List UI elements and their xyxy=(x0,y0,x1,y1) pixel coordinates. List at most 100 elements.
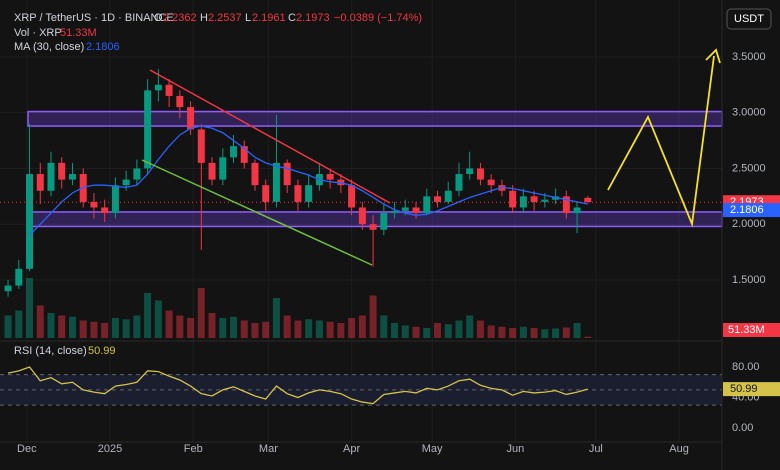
candle-body xyxy=(58,162,66,180)
volume-bar xyxy=(358,315,366,338)
candle-body xyxy=(4,285,12,292)
candle-body xyxy=(133,168,141,180)
volume-bar xyxy=(326,321,334,338)
rsi-line xyxy=(7,366,588,405)
volume-bar xyxy=(530,328,538,338)
ma-tag xyxy=(723,203,780,218)
volume-bar xyxy=(68,316,76,338)
volume-bar xyxy=(380,315,388,338)
candle-body xyxy=(562,196,570,214)
candle-body xyxy=(358,207,366,225)
volume-bar xyxy=(187,318,195,338)
volume-bar xyxy=(154,300,162,338)
candle-body xyxy=(240,146,248,163)
volume-bar xyxy=(455,320,463,338)
volume-bar xyxy=(122,319,130,338)
candle-body xyxy=(176,95,184,108)
volume-bar xyxy=(476,320,484,338)
volume-bar xyxy=(47,313,55,338)
candle-body xyxy=(272,162,280,202)
candle-body xyxy=(230,146,238,158)
volume-bar xyxy=(573,323,581,338)
volume-bar xyxy=(208,313,216,338)
volume-bar xyxy=(315,320,323,338)
projection-arrow xyxy=(607,55,715,228)
zone xyxy=(27,110,723,127)
candle-body xyxy=(122,179,130,186)
candle-body xyxy=(466,168,474,175)
y-tick-label: 2.0000 xyxy=(732,218,766,230)
candle-body xyxy=(26,174,34,269)
volume-bar xyxy=(90,321,98,338)
volume-value: 51.33M xyxy=(60,27,97,39)
candle-body xyxy=(476,168,484,180)
ma-value: 2.1806 xyxy=(86,41,120,53)
ohlc-h: H xyxy=(200,12,208,24)
candle-body xyxy=(68,174,76,180)
currency-button[interactable] xyxy=(726,8,772,30)
candle-body xyxy=(154,84,162,91)
y-tick-label: 2.5000 xyxy=(732,162,766,174)
candle-body xyxy=(219,157,227,180)
x-tick-label: Apr xyxy=(343,443,360,455)
candle-body xyxy=(519,196,527,208)
volume-bar xyxy=(144,293,152,338)
x-tick-label: Feb xyxy=(184,443,203,455)
volume-bar xyxy=(487,325,495,338)
volume-bar xyxy=(4,315,12,338)
candle-body xyxy=(283,162,291,186)
symbol-title: XRP / TetherUS · 1D · BINANCE xyxy=(14,12,174,24)
change: −0.0389 (−1.74%) xyxy=(334,12,422,24)
candle-body xyxy=(369,224,377,230)
volume-bar xyxy=(26,278,34,338)
volume-bar xyxy=(219,318,227,338)
volume-bar xyxy=(240,320,248,338)
volume-bar xyxy=(165,310,173,338)
volume-bar xyxy=(230,316,238,338)
volume-bar xyxy=(541,329,549,338)
candle-body xyxy=(509,190,517,208)
x-tick-label: Jun xyxy=(506,443,524,455)
candle-body xyxy=(294,185,302,202)
candle-body xyxy=(433,196,441,202)
volume-tag-label: 51.33M xyxy=(728,324,765,336)
volume-bar xyxy=(294,320,302,338)
rsi-tick-label: 80.00 xyxy=(732,361,760,373)
volume-bar xyxy=(562,327,570,338)
volume-bar xyxy=(423,328,431,338)
volume-bar xyxy=(305,319,313,338)
ma-title: MA (30, close) xyxy=(14,41,84,53)
y-tick-label: 3.5000 xyxy=(732,51,766,63)
candle-body xyxy=(584,197,592,203)
volume-title: Vol · XRP xyxy=(14,27,62,39)
candle-body xyxy=(15,268,23,286)
x-tick-label: 2025 xyxy=(98,443,122,455)
candle-body xyxy=(380,213,388,230)
x-tick-label: Aug xyxy=(669,443,689,455)
open-value: 2.2362 xyxy=(163,12,197,24)
volume-tag xyxy=(723,323,780,337)
rsi-value: 50.99 xyxy=(88,345,116,357)
candle-body xyxy=(36,174,44,191)
x-tick-label: Jul xyxy=(589,443,603,455)
x-tick-label: Mar xyxy=(259,443,278,455)
volume-bar xyxy=(79,320,87,338)
candle-body xyxy=(423,196,431,214)
volume-bar xyxy=(251,323,259,338)
volume-bar xyxy=(584,336,592,338)
volume-bar xyxy=(552,328,560,338)
volume-bar xyxy=(391,323,399,338)
volume-bar xyxy=(262,321,270,338)
rsi-tick-label: 0.00 xyxy=(732,422,753,434)
volume-bar xyxy=(348,318,356,338)
candle-body xyxy=(208,162,216,180)
candle-body xyxy=(487,179,495,186)
volume-bar xyxy=(444,324,452,338)
y-tick-label: 3.0000 xyxy=(732,107,766,119)
volume-bar xyxy=(401,325,409,338)
ohlc-c: C xyxy=(288,12,296,24)
volume-bar xyxy=(133,315,141,338)
candle-body xyxy=(47,162,55,191)
candle-body xyxy=(348,185,356,208)
x-tick-label: May xyxy=(422,443,443,455)
